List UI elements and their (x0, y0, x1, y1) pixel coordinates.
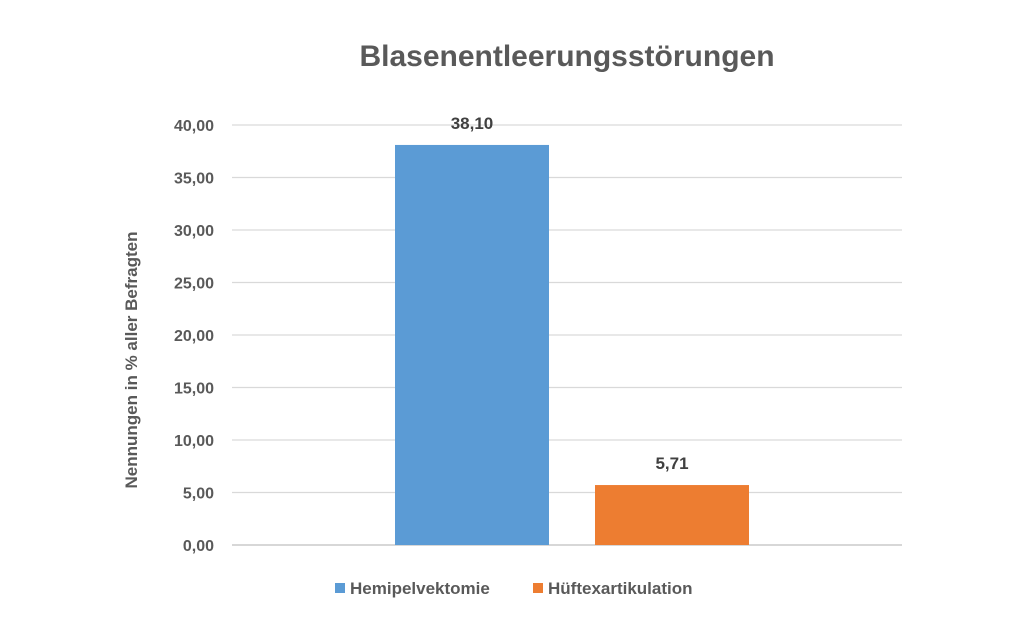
data-label: 5,71 (655, 454, 688, 473)
legend-swatch (533, 583, 543, 593)
legend: Hemipelvektomie Hüftexartikulation (335, 579, 693, 598)
y-tick-label: 40,00 (174, 118, 214, 135)
y-tick-label: 30,00 (174, 223, 214, 240)
data-labels: 38,10 5,71 (451, 114, 689, 473)
y-tick-label: 5,00 (183, 486, 214, 503)
y-tick-label: 35,00 (174, 171, 214, 188)
data-label: 38,10 (451, 114, 494, 133)
bar-hemipelvektomie (395, 144, 549, 545)
legend-label: Hüftexartikulation (548, 579, 693, 598)
bar-hueftexartikulation (595, 485, 749, 545)
bars (395, 144, 749, 545)
y-axis-label: Nennungen in % aller Befragten (122, 232, 141, 489)
y-tick-label: 20,00 (174, 328, 214, 345)
y-tick-label: 25,00 (174, 276, 214, 293)
y-tick-label: 10,00 (174, 433, 214, 450)
chart-title: Blasenentleerungsstörungen (359, 40, 774, 73)
y-tick-label: 15,00 (174, 381, 214, 398)
legend-label: Hemipelvektomie (350, 579, 490, 598)
legend-swatch (335, 583, 345, 593)
y-tick-label: 0,00 (183, 538, 214, 555)
gridlines (232, 124, 902, 546)
y-axis-ticks: 0,00 5,00 10,00 15,00 20,00 25,00 30,00 35,00 40… (174, 118, 214, 555)
